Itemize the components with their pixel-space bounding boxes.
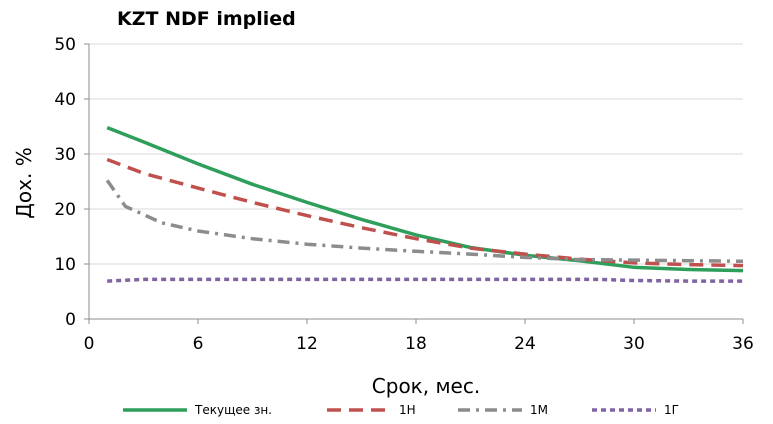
legend-label: 1Г: [664, 403, 679, 417]
x-axis-title: Срок, мес.: [372, 374, 480, 398]
axes: [84, 43, 744, 324]
y-tick-label: 30: [54, 145, 76, 165]
legend-label: 1М: [530, 403, 548, 417]
y-tick-label: 50: [54, 35, 76, 55]
legend-label: Текущее зн.: [194, 403, 272, 417]
legend-item: 1Г: [592, 403, 679, 417]
gridlines: [89, 43, 743, 265]
y-tick-label: 20: [54, 200, 76, 220]
x-tick-label: 0: [84, 334, 95, 354]
tick-labels: 0 10 20 30 40 50 0 6 12 18 24 30 36: [54, 35, 753, 354]
series-line-4: [107, 277, 743, 283]
legend: Текущее зн. 1Н 1М 1Г: [123, 403, 679, 417]
y-tick-label: 40: [54, 90, 76, 110]
legend-item: Текущее зн.: [123, 403, 272, 417]
x-tick-label: 12: [296, 334, 318, 354]
y-axis-title: Дох. %: [12, 147, 36, 218]
legend-item: 1М: [458, 403, 548, 417]
y-tick-label: 0: [65, 310, 76, 330]
x-tick-label: 24: [514, 334, 536, 354]
series-lines: [105, 125, 744, 283]
series-line-2: [106, 157, 744, 268]
x-tick-label: 30: [623, 334, 645, 354]
chart-title: KZT NDF implied: [117, 8, 296, 30]
series-line-1: [106, 125, 744, 273]
legend-item: 1Н: [327, 403, 416, 417]
legend-label: 1Н: [399, 403, 416, 417]
x-tick-label: 18: [405, 334, 427, 354]
series-line-3: [105, 179, 744, 264]
x-tick-label: 6: [193, 334, 204, 354]
x-tick-label: 36: [732, 334, 754, 354]
y-tick-label: 10: [54, 255, 76, 275]
